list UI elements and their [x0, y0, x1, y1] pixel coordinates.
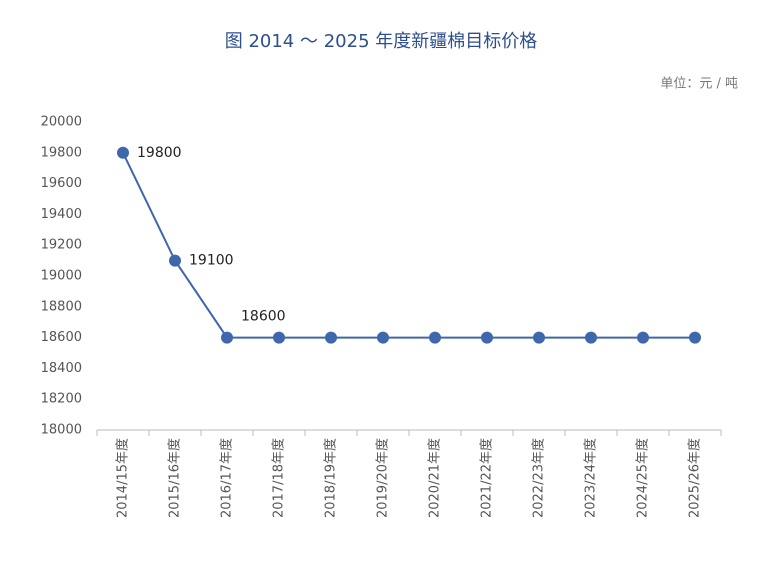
point: [325, 331, 337, 344]
x-tick-label: 2019/20年度: [375, 438, 391, 518]
x-tick-label: 2025/26年度: [687, 438, 703, 518]
line: [122, 152, 695, 339]
point: [585, 331, 597, 344]
point: [533, 331, 545, 344]
x-tick-label: 2022/23年度: [531, 438, 547, 518]
x-tick-label: 2018/19年度: [323, 438, 339, 518]
point: [221, 331, 233, 344]
y-tick-label: 20000: [41, 115, 82, 130]
x-tick-label: 2014/15年度: [115, 438, 131, 518]
x-tick-label: 2021/22年度: [479, 438, 495, 518]
y-tick-label: 18400: [41, 361, 82, 376]
data-label: 18600: [241, 309, 286, 325]
unit-label: 单位：元 / 吨: [660, 77, 738, 92]
x-tick-label: 2023/24年度: [583, 438, 599, 518]
point: [273, 331, 285, 344]
point: [689, 331, 701, 344]
point: [117, 146, 129, 159]
x-tick-label: 2016/17年度: [219, 438, 235, 518]
y-tick-label: 18600: [41, 330, 82, 345]
point: [377, 331, 389, 344]
y-tick-label: 19200: [41, 238, 82, 253]
point: [637, 331, 649, 344]
chart-title: 图 2014 ～ 2025 年度新疆棉目标价格: [225, 31, 538, 52]
x-tick-label: 2024/25年度: [635, 438, 651, 518]
y-tick-label: 19400: [41, 207, 82, 222]
y-tick-label: 19800: [41, 145, 82, 160]
point: [169, 254, 181, 267]
data-label: 19100: [189, 253, 234, 269]
x-tick-label: 2017/18年度: [271, 438, 287, 518]
y-tick-label: 18800: [41, 299, 82, 314]
point: [481, 331, 493, 344]
point: [429, 331, 441, 344]
data-label: 19800: [137, 145, 182, 161]
x-tick-label: 2015/16年度: [167, 438, 183, 518]
y-tick-label: 19000: [41, 269, 82, 284]
y-tick-label: 18200: [41, 392, 82, 407]
y-tick-label: 19600: [41, 176, 82, 191]
x-tick-label: 2020/21年度: [427, 438, 443, 518]
y-tick-label: 18000: [41, 423, 82, 438]
